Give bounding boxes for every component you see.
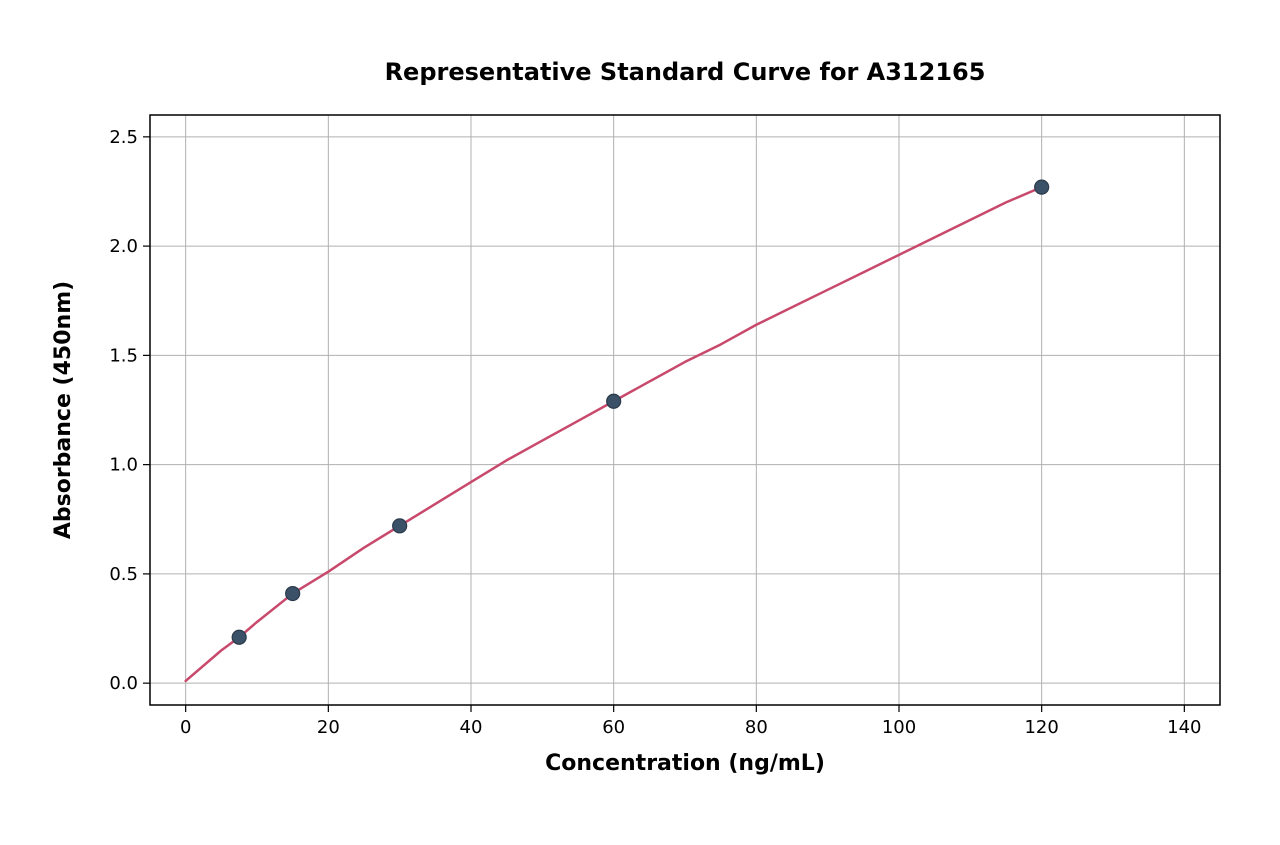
x-tick-label: 100 <box>882 717 916 738</box>
x-tick-label: 140 <box>1167 717 1201 738</box>
y-tick-label: 1.0 <box>109 455 138 476</box>
data-marker <box>286 587 300 601</box>
chart-container: 0 20 40 60 80 100 120 140 0.0 0.5 1.0 1.5 2.0 2.5 Conc… <box>0 0 1280 845</box>
data-marker <box>393 519 407 533</box>
y-tick-label: 0.5 <box>109 564 138 585</box>
y-tick-label: 0.0 <box>109 673 138 694</box>
x-tick-label: 80 <box>745 717 768 738</box>
x-tick-label: 40 <box>460 717 483 738</box>
y-tick-label: 2.5 <box>109 127 138 148</box>
data-marker <box>232 630 246 644</box>
x-tick-label: 120 <box>1024 717 1058 738</box>
x-tick-label: 0 <box>180 717 191 738</box>
y-axis-label: Absorbance (450nm) <box>51 281 76 539</box>
data-marker <box>1035 180 1049 194</box>
y-tick-label: 2.0 <box>109 236 138 257</box>
chart-svg: 0 20 40 60 80 100 120 140 0.0 0.5 1.0 1.5 2.0 2.5 Conc… <box>0 0 1280 845</box>
plot-area <box>150 115 1220 705</box>
x-tick-label: 60 <box>602 717 625 738</box>
data-marker <box>607 394 621 408</box>
y-tick-label: 1.5 <box>109 345 138 366</box>
chart-title: Representative Standard Curve for A31216… <box>385 58 986 86</box>
x-tick-label: 20 <box>317 717 340 738</box>
x-axis-label: Concentration (ng/mL) <box>545 751 825 776</box>
